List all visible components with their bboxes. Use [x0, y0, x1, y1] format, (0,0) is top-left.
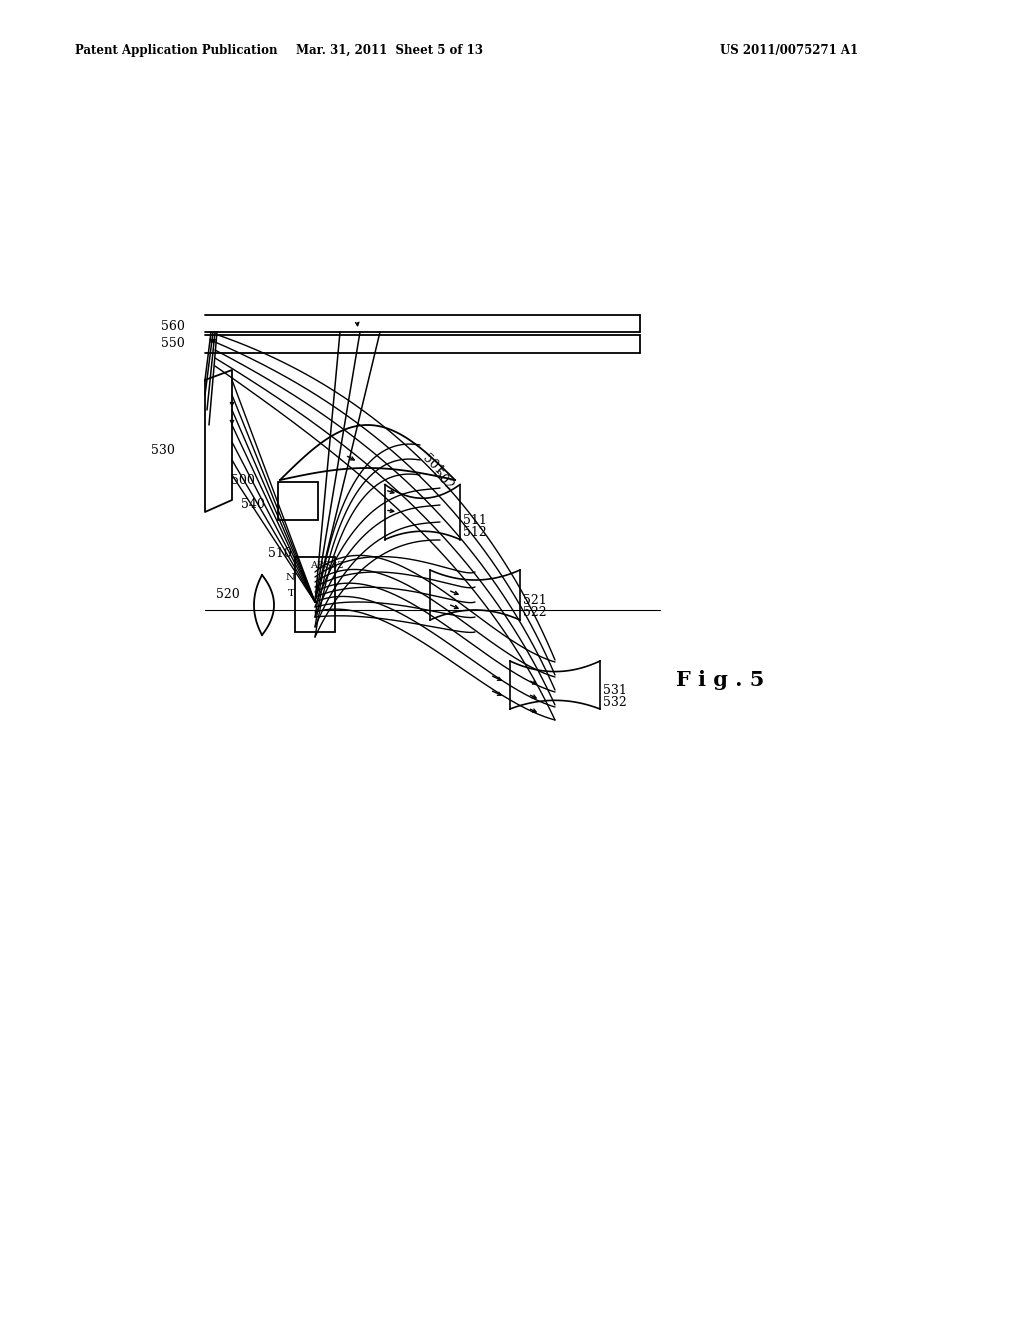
Text: 540: 540 [241, 499, 265, 511]
Text: 501: 501 [420, 451, 446, 478]
Text: 550: 550 [161, 337, 185, 350]
Text: 511: 511 [463, 513, 486, 527]
Bar [278, 482, 318, 520]
Text: 520: 520 [216, 589, 240, 602]
Text: 500: 500 [231, 474, 255, 487]
Text: F i g . 5: F i g . 5 [676, 671, 764, 690]
Text: 510: 510 [268, 546, 292, 560]
Text: Patent Application Publication: Patent Application Publication [75, 44, 278, 57]
Text: US 2011/0075271 A1: US 2011/0075271 A1 [720, 44, 858, 57]
Text: ARS32: ARS32 [310, 561, 344, 569]
Text: T: T [288, 590, 295, 598]
Text: 502: 502 [430, 467, 456, 492]
Text: 522: 522 [523, 606, 547, 619]
Text: 521: 521 [523, 594, 547, 606]
Text: 530: 530 [152, 444, 175, 457]
Text: 560: 560 [161, 319, 185, 333]
Text: Mar. 31, 2011  Sheet 5 of 13: Mar. 31, 2011 Sheet 5 of 13 [297, 44, 483, 57]
Text: 531: 531 [603, 684, 627, 697]
Text: 532: 532 [603, 697, 627, 710]
Bar [295, 557, 335, 632]
Text: N: N [286, 573, 295, 582]
Text: 512: 512 [463, 527, 486, 540]
